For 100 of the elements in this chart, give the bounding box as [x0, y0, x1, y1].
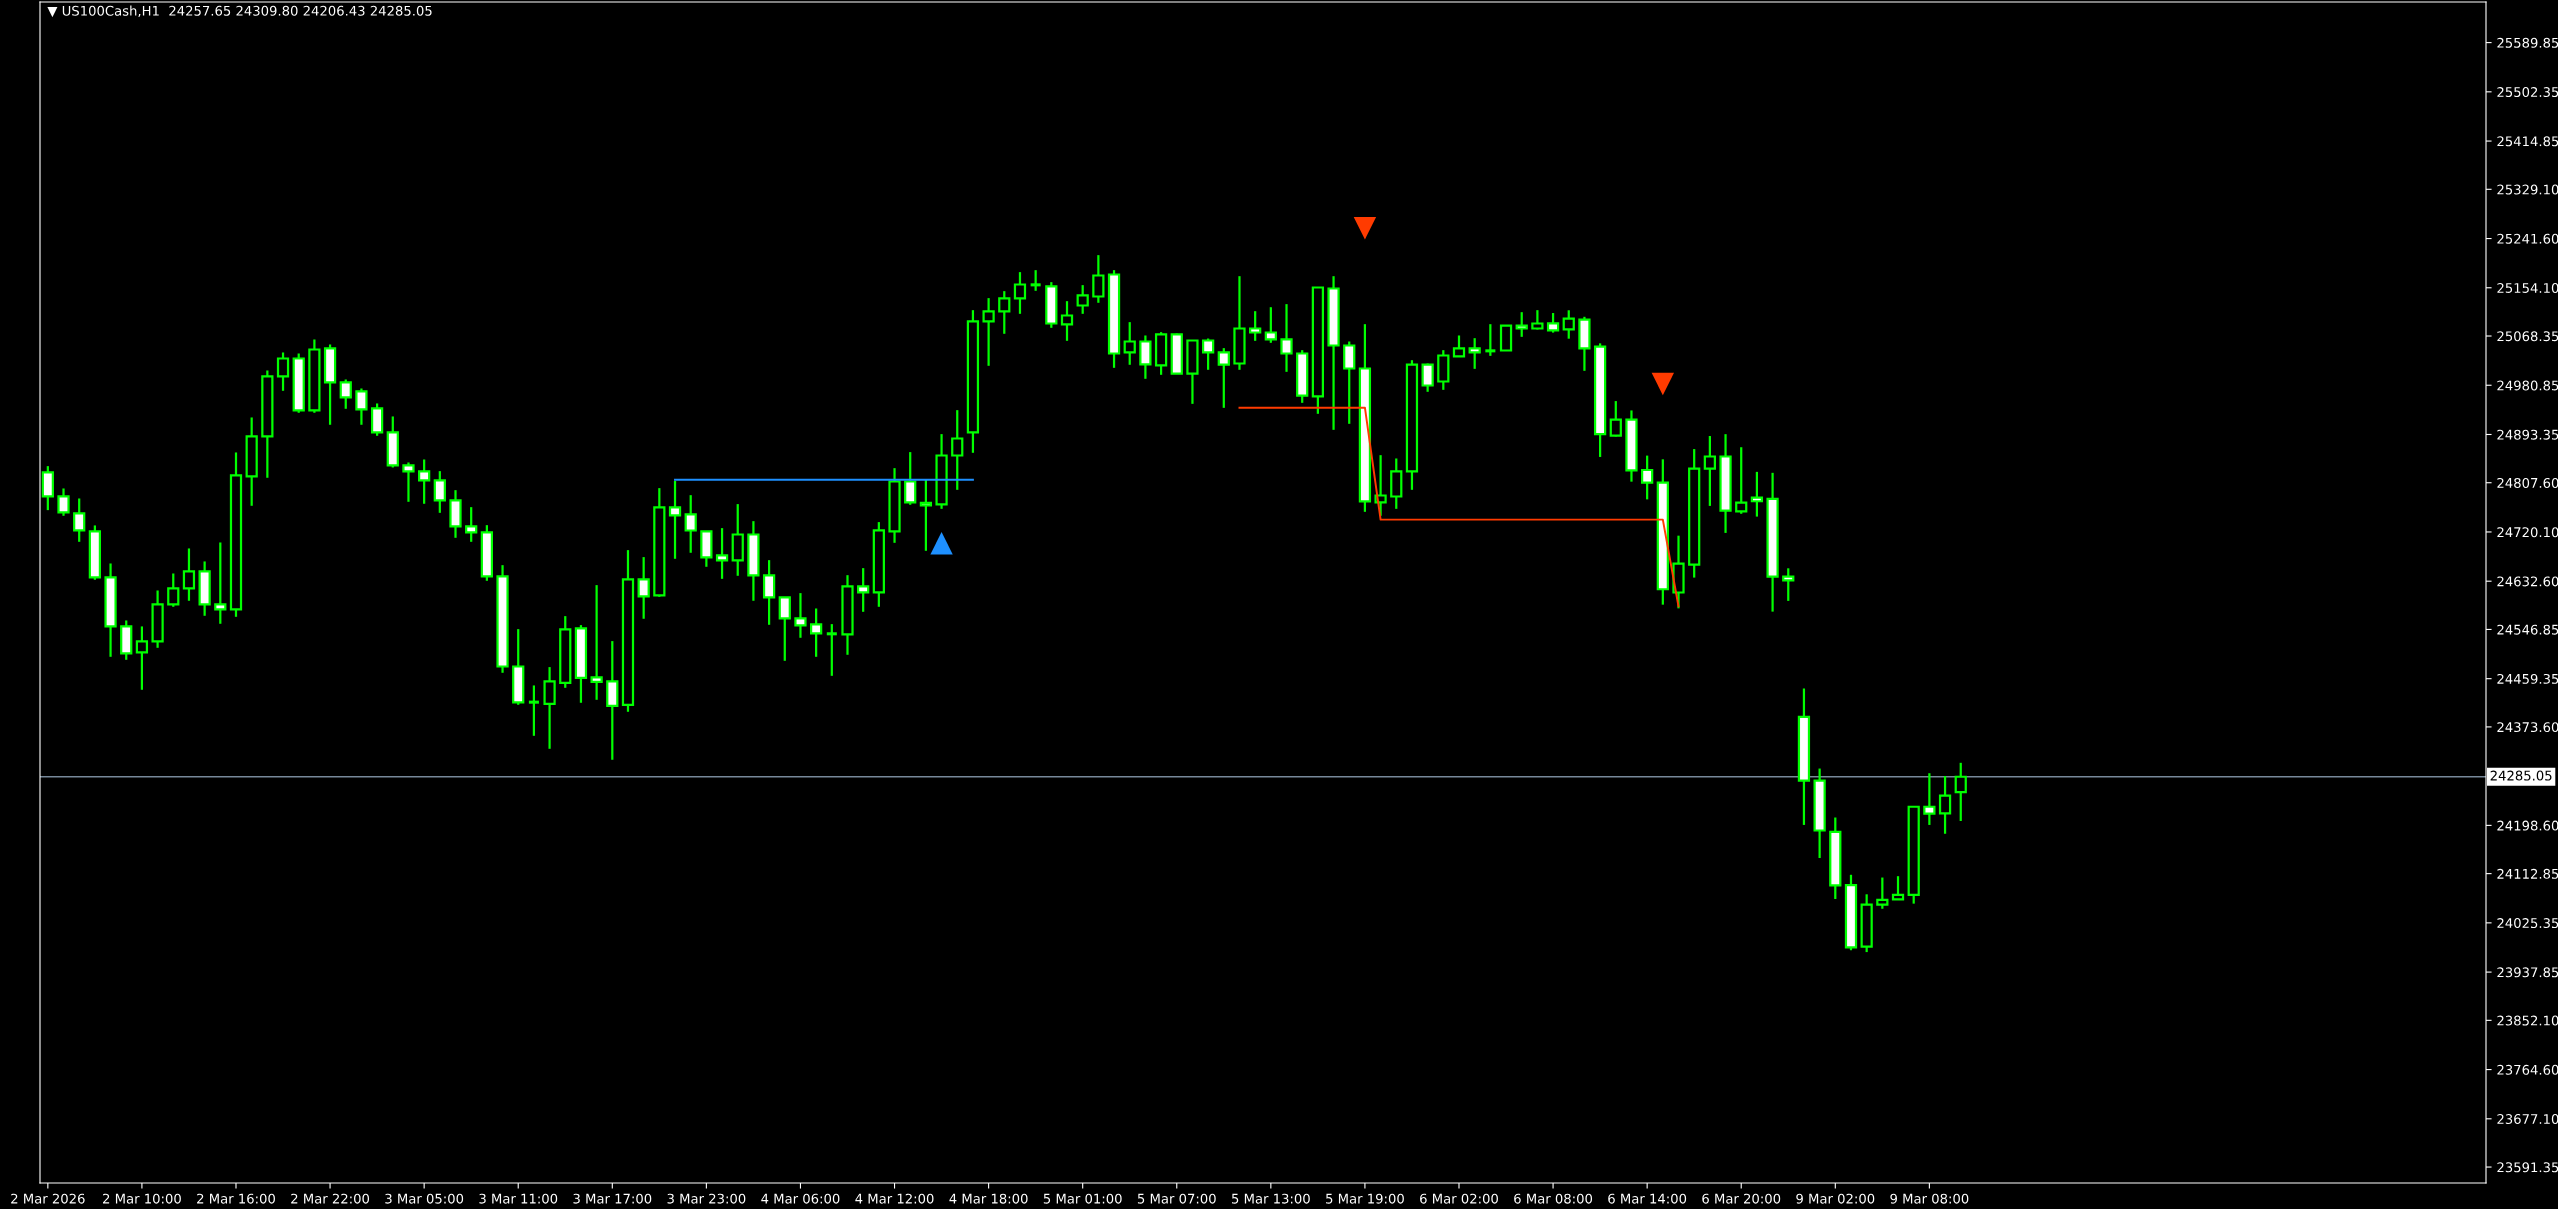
candlestick: [904, 451, 917, 506]
chart-title: ▼ US100Cash,H1 24257.65 24309.80 24206.43 24285.05: [47, 5, 432, 18]
candlestick: [715, 527, 729, 580]
y-tick-label: 24632.60: [2497, 576, 2558, 587]
candlestick: [998, 290, 1011, 335]
x-tick-label: 5 Mar 01:00: [1043, 1193, 1122, 1204]
candlestick: [1923, 772, 1936, 827]
candlestick: [73, 497, 86, 543]
x-tick-label: 3 Mar 23:00: [667, 1193, 746, 1204]
ref-line-label: 24285.05: [2490, 770, 2552, 781]
candlestick: [590, 584, 603, 701]
candlestick: [1264, 306, 1277, 344]
y-tick-label: 24807.60: [2497, 477, 2558, 488]
x-tick-label: 9 Mar 02:00: [1796, 1193, 1875, 1204]
candlestick: [1468, 337, 1481, 370]
y-tick-label: 23764.60: [2497, 1064, 2558, 1075]
candlestick: [1139, 334, 1152, 380]
y-tick-label: 23591.35: [2497, 1162, 2558, 1173]
candlestick: [1374, 454, 1387, 517]
candlestick: [1249, 310, 1262, 342]
y-tick-label: 25241.60: [2497, 233, 2558, 244]
candlestick: [135, 625, 149, 691]
point: [1651, 372, 1675, 396]
x-tick-label: 2 Mar 22:00: [291, 1193, 370, 1204]
candlestick: [1609, 399, 1622, 438]
y-tick-label: 24112.85: [2497, 868, 2558, 879]
candlestick: [825, 623, 837, 677]
x-tick-label: 4 Mar 18:00: [949, 1193, 1028, 1204]
y-tick-label: 25414.85: [2497, 136, 2558, 147]
candlestick: [1280, 303, 1293, 373]
candlestick: [1531, 309, 1544, 331]
candlestick: [762, 559, 776, 626]
candlestick: [465, 506, 478, 543]
x-tick-label: 6 Mar 08:00: [1514, 1193, 1593, 1204]
candlestick: [339, 378, 352, 410]
candlestick: [919, 478, 933, 552]
y-tick-label: 24980.85: [2497, 380, 2558, 391]
candlestick: [1060, 300, 1074, 342]
candlestick: [778, 596, 791, 662]
candlestick: [1343, 340, 1356, 425]
y-tick-label: 23937.85: [2497, 967, 2558, 978]
y-tick-label: 24373.60: [2497, 722, 2558, 733]
y-tick-label: 24459.35: [2497, 673, 2558, 684]
x-tick-label: 6 Mar 02:00: [1420, 1193, 1498, 1204]
x-tick-label: 6 Mar 14:00: [1608, 1193, 1687, 1204]
y-tick-label: 23852.10: [2497, 1015, 2558, 1026]
x-tick-label: 3 Mar 17:00: [573, 1193, 652, 1204]
candlestick: [1750, 470, 1764, 518]
x-tick-label: 3 Mar 05:00: [385, 1193, 464, 1204]
candlestick: [1954, 761, 1967, 823]
candlestick: [1030, 269, 1041, 292]
x-tick-label: 2 Mar 10:00: [103, 1193, 181, 1204]
x-tick-label: 5 Mar 07:00: [1137, 1193, 1216, 1204]
candlestick: [1201, 337, 1215, 371]
candlestick: [1641, 454, 1654, 501]
x-tick-label: 6 Mar 20:00: [1702, 1193, 1781, 1204]
candlestick: [1546, 311, 1560, 334]
point: [1353, 216, 1377, 240]
candlestick: [1876, 876, 1889, 910]
candlestick: [637, 556, 650, 620]
candlestick: [1421, 362, 1434, 393]
point: [930, 532, 953, 555]
candlestick: [1562, 309, 1575, 340]
candlestick: [1076, 284, 1089, 315]
candlestick: [433, 470, 446, 514]
x-tick-label: 5 Mar 19:00: [1326, 1193, 1404, 1204]
y-tick-label: 24546.85: [2497, 624, 2558, 635]
candlestick: [1485, 323, 1496, 357]
y-tick-label: 24198.60: [2497, 820, 2558, 831]
x-tick-label: 2 Mar 16:00: [197, 1193, 275, 1204]
candlestick: [1013, 271, 1027, 315]
candlestick: [355, 387, 368, 426]
candlestick: [857, 567, 870, 613]
candlestick: [527, 684, 539, 737]
candlestick: [167, 572, 180, 608]
candlestick: [402, 461, 415, 503]
y-tick-label: 24893.35: [2497, 429, 2558, 440]
candlestick: [684, 494, 697, 554]
candlestick: [1735, 446, 1748, 515]
candlestick: [982, 297, 995, 367]
candlestick: [1515, 311, 1528, 338]
candlestick: [1217, 347, 1230, 409]
candlestick: [57, 487, 70, 517]
y-tick-label: 25502.35: [2497, 87, 2558, 98]
candlestick: [794, 592, 807, 639]
x-tick-label: 2 Mar 2026: [11, 1193, 85, 1204]
candlestick: [418, 458, 431, 505]
x-tick-label: 3 Mar 11:00: [479, 1193, 558, 1204]
x-tick-label: 4 Mar 06:00: [761, 1193, 840, 1204]
y-tick-label: 24720.10: [2497, 527, 2558, 538]
candlestick: [1703, 434, 1716, 508]
candlestick: [543, 666, 556, 750]
candlestick: [1938, 774, 1952, 835]
y-tick-label: 24025.35: [2497, 918, 2558, 929]
y-tick-label: 25329.10: [2497, 184, 2558, 195]
candlestick: [276, 351, 290, 392]
x-tick-label: 4 Mar 12:00: [855, 1193, 934, 1204]
candlestick: [1452, 334, 1466, 358]
x-tick-label: 5 Mar 13:00: [1232, 1193, 1310, 1204]
candlestick: [182, 547, 196, 602]
